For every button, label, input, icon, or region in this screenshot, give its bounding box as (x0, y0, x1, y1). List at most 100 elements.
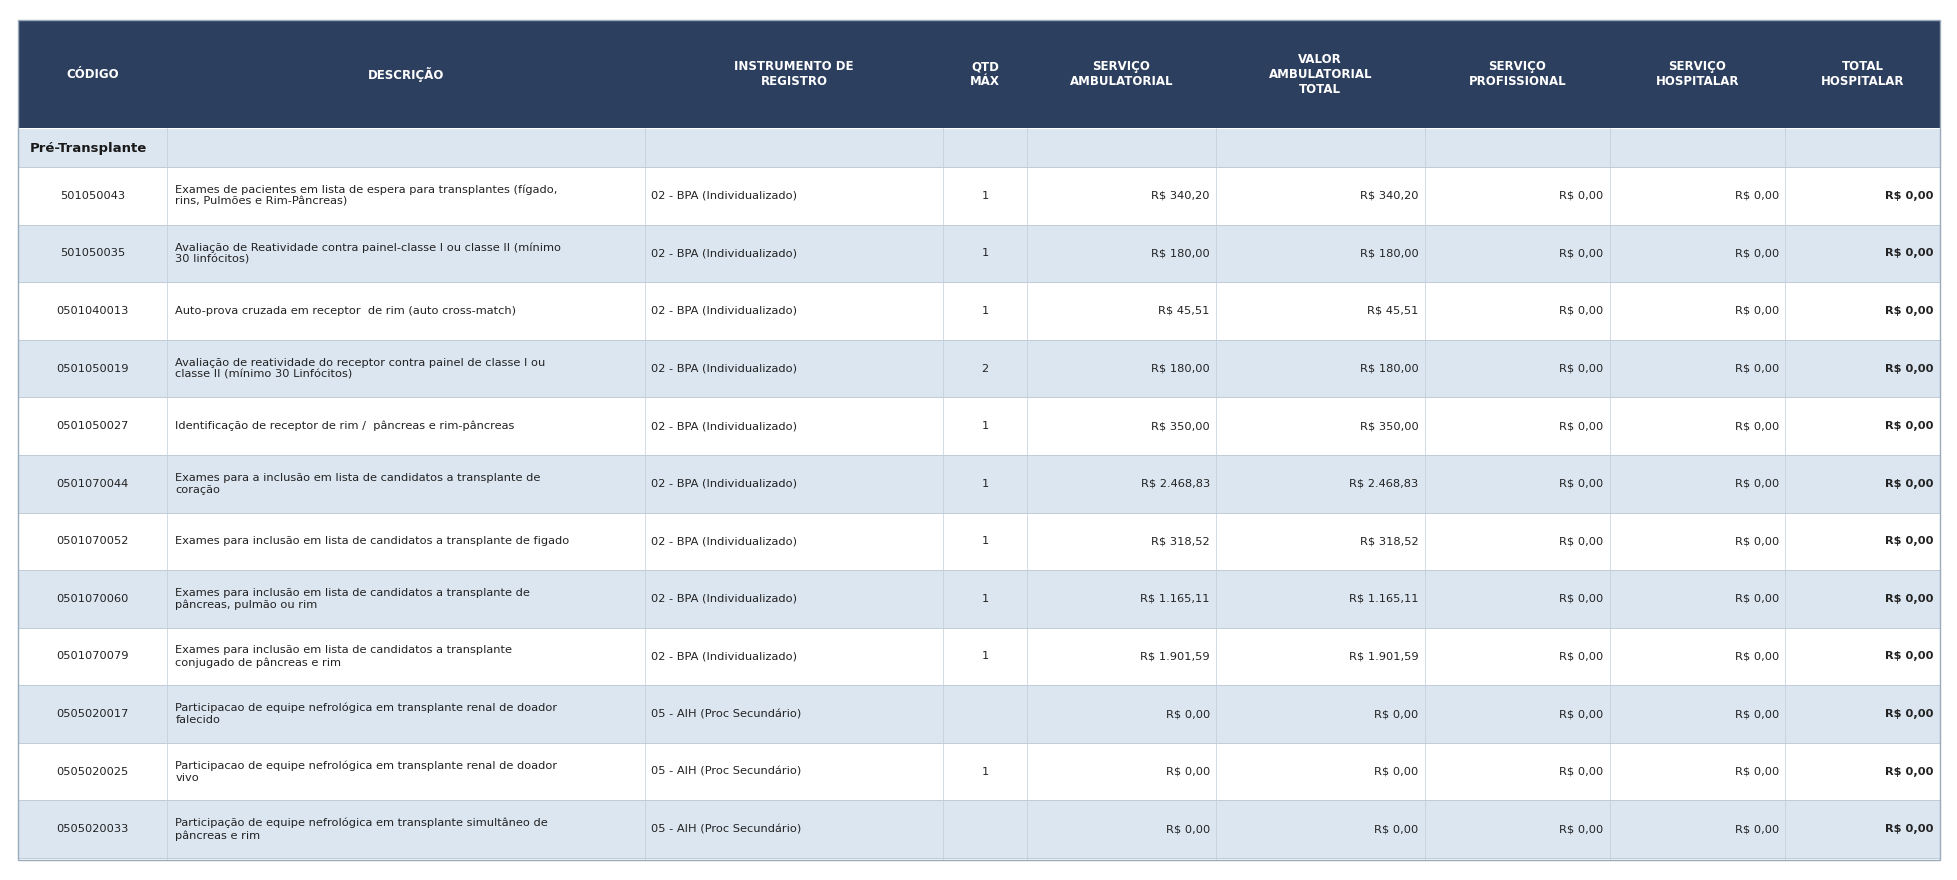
Text: 1: 1 (980, 306, 988, 316)
Text: R$ 2.468,83: R$ 2.468,83 (1348, 479, 1419, 488)
Text: R$ 0,00: R$ 0,00 (1558, 766, 1603, 777)
Text: Avaliação de Reatividade contra painel-classe I ou classe II (mínimo
30 linfócit: Avaliação de Reatividade contra painel-c… (174, 242, 562, 264)
Text: R$ 340,20: R$ 340,20 (1151, 191, 1209, 201)
Text: R$ 0,00: R$ 0,00 (1885, 709, 1934, 719)
Text: R$ 0,00: R$ 0,00 (1885, 363, 1934, 373)
Text: R$ 0,00: R$ 0,00 (1164, 766, 1209, 777)
Text: Exames de pacientes em lista de espera para transplantes (fígado,
rins, Pulmões : Exames de pacientes em lista de espera p… (174, 185, 558, 207)
Text: Exames para inclusão em lista de candidatos a transplante de figado: Exames para inclusão em lista de candida… (174, 536, 569, 546)
Text: R$ 318,52: R$ 318,52 (1360, 536, 1419, 546)
Text: R$ 0,00: R$ 0,00 (1734, 422, 1777, 431)
Text: 0501050019: 0501050019 (57, 363, 129, 373)
Text: R$ 1.901,59: R$ 1.901,59 (1348, 651, 1419, 662)
Text: R$ 0,00: R$ 0,00 (1885, 825, 1934, 834)
Bar (18, 167, 1939, 224)
Bar (18, 224, 1939, 282)
Text: R$ 0,00: R$ 0,00 (1734, 766, 1777, 777)
Text: 0501070052: 0501070052 (57, 536, 129, 546)
Text: 1: 1 (980, 594, 988, 604)
Text: SERVIÇO
AMBULATORIAL: SERVIÇO AMBULATORIAL (1069, 60, 1172, 88)
Text: R$ 0,00: R$ 0,00 (1885, 191, 1934, 201)
Text: 1: 1 (980, 422, 988, 431)
Text: R$ 0,00: R$ 0,00 (1558, 651, 1603, 662)
Text: R$ 0,00: R$ 0,00 (1734, 306, 1777, 316)
Text: R$ 0,00: R$ 0,00 (1558, 709, 1603, 719)
Text: 0501070079: 0501070079 (57, 651, 129, 662)
Text: Exames para inclusão em lista de candidatos a transplante de
pâncreas, pulmão ou: Exames para inclusão em lista de candida… (174, 588, 530, 610)
Text: R$ 2.468,83: R$ 2.468,83 (1139, 479, 1209, 488)
Bar (18, 340, 1939, 398)
Text: 02 - BPA (Individualizado): 02 - BPA (Individualizado) (650, 479, 796, 488)
Bar (18, 129, 1939, 167)
Text: R$ 0,00: R$ 0,00 (1734, 191, 1777, 201)
Text: R$ 0,00: R$ 0,00 (1558, 594, 1603, 604)
Text: R$ 318,52: R$ 318,52 (1151, 536, 1209, 546)
Text: 1: 1 (980, 248, 988, 259)
Text: R$ 1.901,59: R$ 1.901,59 (1139, 651, 1209, 662)
Text: 02 - BPA (Individualizado): 02 - BPA (Individualizado) (650, 651, 796, 662)
Text: R$ 180,00: R$ 180,00 (1360, 363, 1419, 373)
Text: TOTAL
HOSPITALAR: TOTAL HOSPITALAR (1820, 60, 1902, 88)
Bar (18, 570, 1939, 627)
Text: R$ 0,00: R$ 0,00 (1558, 422, 1603, 431)
Text: R$ 0,00: R$ 0,00 (1734, 651, 1777, 662)
Text: INSTRUMENTO DE
REGISTRO: INSTRUMENTO DE REGISTRO (734, 60, 853, 88)
Text: Avaliação de reatividade do receptor contra painel de classe I ou
classe II (mín: Avaliação de reatividade do receptor con… (174, 358, 546, 379)
Text: 1: 1 (980, 479, 988, 488)
Text: 05 - AIH (Proc Secundário): 05 - AIH (Proc Secundário) (650, 766, 800, 777)
Text: 0501050027: 0501050027 (57, 422, 129, 431)
Bar (18, 627, 1939, 686)
Text: R$ 180,00: R$ 180,00 (1151, 248, 1209, 259)
Text: R$ 0,00: R$ 0,00 (1374, 825, 1419, 834)
Text: SERVIÇO
PROFISSIONAL: SERVIÇO PROFISSIONAL (1468, 60, 1566, 88)
Text: Pré-Transplante: Pré-Transplante (29, 142, 147, 155)
Text: R$ 0,00: R$ 0,00 (1558, 536, 1603, 546)
Text: R$ 340,20: R$ 340,20 (1360, 191, 1419, 201)
Text: Participacao de equipe nefrológica em transplante renal de doador
vivo: Participacao de equipe nefrológica em tr… (174, 760, 558, 782)
Text: R$ 0,00: R$ 0,00 (1734, 825, 1777, 834)
Text: Identificação de receptor de rim /  pâncreas e rim-pâncreas: Identificação de receptor de rim / pâncr… (174, 421, 515, 431)
Bar (18, 743, 1939, 801)
Text: Exames para inclusão em lista de candidatos a transplante
conjugado de pâncreas : Exames para inclusão em lista de candida… (174, 645, 513, 668)
Text: 501050035: 501050035 (61, 248, 125, 259)
Text: R$ 0,00: R$ 0,00 (1164, 825, 1209, 834)
Text: 02 - BPA (Individualizado): 02 - BPA (Individualizado) (650, 191, 796, 201)
Text: R$ 0,00: R$ 0,00 (1558, 825, 1603, 834)
Text: R$ 0,00: R$ 0,00 (1558, 248, 1603, 259)
Text: QTD
MÁX: QTD MÁX (969, 60, 1000, 88)
Text: Auto-prova cruzada em receptor  de rim (auto cross-match): Auto-prova cruzada em receptor de rim (a… (174, 306, 517, 316)
Text: R$ 0,00: R$ 0,00 (1734, 594, 1777, 604)
Text: 2: 2 (980, 363, 988, 373)
Text: Exames para a inclusão em lista de candidatos a transplante de
coração: Exames para a inclusão em lista de candi… (174, 473, 540, 495)
Text: 1: 1 (980, 651, 988, 662)
Text: 0501070044: 0501070044 (57, 479, 129, 488)
Bar (18, 282, 1939, 340)
Text: Participacao de equipe nefrológica em transplante renal de doador
falecido: Participacao de equipe nefrológica em tr… (174, 703, 558, 725)
Text: R$ 0,00: R$ 0,00 (1374, 709, 1419, 719)
Text: 0505020017: 0505020017 (57, 709, 129, 719)
Text: R$ 0,00: R$ 0,00 (1558, 363, 1603, 373)
Bar (18, 398, 1939, 455)
Text: 02 - BPA (Individualizado): 02 - BPA (Individualizado) (650, 422, 796, 431)
Text: 0505020033: 0505020033 (57, 825, 129, 834)
Text: 1: 1 (980, 191, 988, 201)
Bar (18, 20, 1939, 128)
Text: R$ 0,00: R$ 0,00 (1374, 766, 1419, 777)
Text: R$ 350,00: R$ 350,00 (1151, 422, 1209, 431)
Text: R$ 0,00: R$ 0,00 (1734, 479, 1777, 488)
Text: R$ 180,00: R$ 180,00 (1360, 248, 1419, 259)
Text: R$ 45,51: R$ 45,51 (1159, 306, 1209, 316)
Text: 0501040013: 0501040013 (57, 306, 129, 316)
Text: R$ 350,00: R$ 350,00 (1360, 422, 1419, 431)
Text: R$ 0,00: R$ 0,00 (1885, 479, 1934, 488)
Text: SERVIÇO
HOSPITALAR: SERVIÇO HOSPITALAR (1656, 60, 1738, 88)
Text: 05 - AIH (Proc Secundário): 05 - AIH (Proc Secundário) (650, 825, 800, 834)
Text: 501050043: 501050043 (61, 191, 125, 201)
Text: Participação de equipe nefrológica em transplante simultâneo de
pâncreas e rim: Participação de equipe nefrológica em tr… (174, 818, 548, 840)
Bar (18, 455, 1939, 512)
Text: R$ 180,00: R$ 180,00 (1151, 363, 1209, 373)
Text: 1: 1 (980, 536, 988, 546)
Bar (18, 512, 1939, 570)
Text: R$ 0,00: R$ 0,00 (1885, 306, 1934, 316)
Text: R$ 0,00: R$ 0,00 (1885, 766, 1934, 777)
